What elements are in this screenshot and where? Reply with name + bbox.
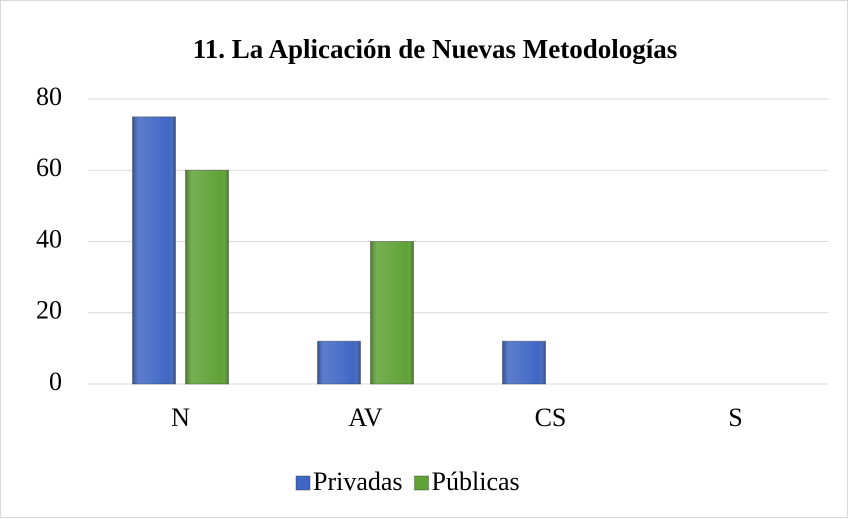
y-tick-label: 40 xyxy=(36,224,62,253)
x-tick-label: AV xyxy=(348,403,382,432)
bar xyxy=(317,340,361,385)
bar xyxy=(502,340,546,385)
legend-swatch xyxy=(414,475,430,491)
y-tick-label: 80 xyxy=(36,82,62,111)
x-tick-label: N xyxy=(171,403,190,432)
legend-label: Públicas xyxy=(432,467,520,496)
y-tick-label: 60 xyxy=(36,153,62,182)
legend-swatch xyxy=(295,475,311,491)
y-tick-label: 0 xyxy=(49,367,62,396)
bar xyxy=(370,241,414,385)
chart-title: 11. La Aplicación de Nuevas Metodologías xyxy=(193,34,678,64)
y-tick-label: 20 xyxy=(36,296,62,325)
legend-label: Privadas xyxy=(313,467,403,496)
x-tick-label: S xyxy=(728,403,742,432)
x-tick-label: CS xyxy=(535,403,567,432)
bar xyxy=(132,116,176,385)
bar xyxy=(185,169,229,385)
